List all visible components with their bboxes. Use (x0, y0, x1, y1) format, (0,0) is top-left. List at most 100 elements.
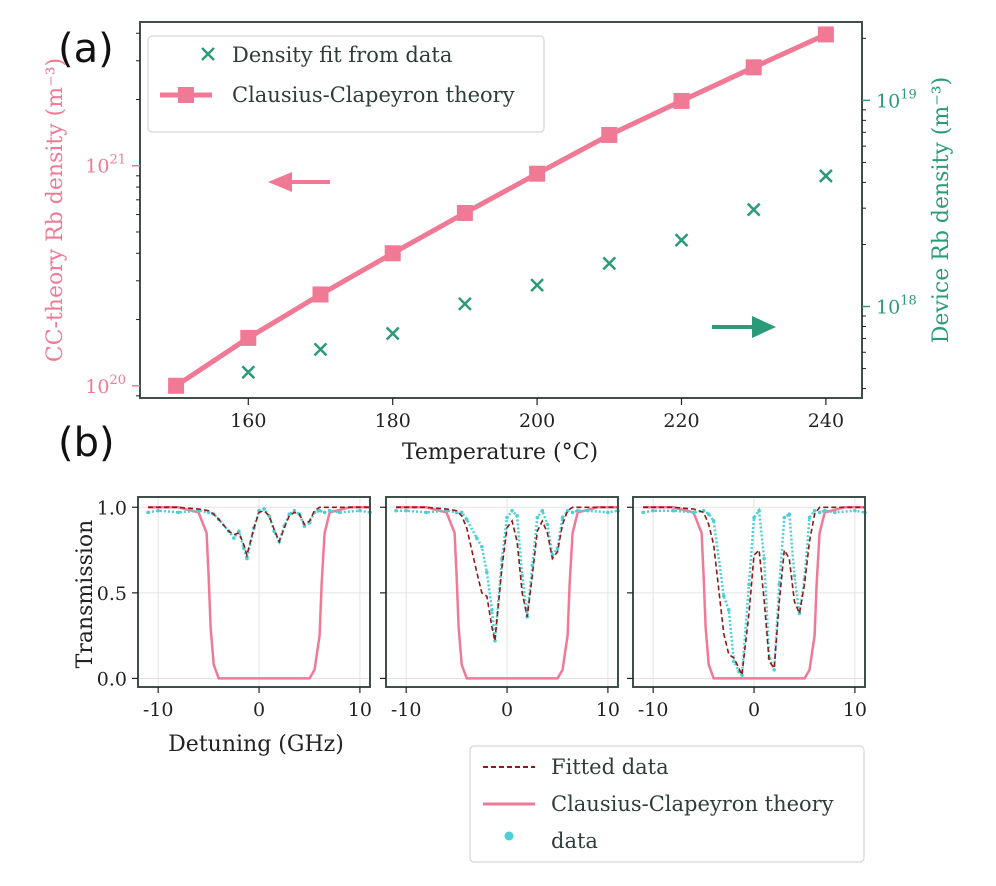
theory-marker (168, 377, 185, 394)
data-point (727, 608, 731, 612)
legend-b: Fitted data Clausius-Clapeyron theory da… (469, 745, 865, 863)
data-point (782, 515, 787, 520)
legend-a: Density fit from data Clausius-Clapeyron… (147, 35, 545, 133)
legend-label-theory: Clausius-Clapeyron theory (232, 83, 515, 107)
data-point (540, 508, 545, 513)
x-tick-label-b: -10 (143, 699, 174, 721)
theory-marker (529, 165, 546, 182)
data-point (454, 510, 459, 515)
x-tick-label-b: -10 (638, 699, 669, 721)
data-point (245, 556, 249, 561)
data-point (853, 508, 857, 513)
data-point (232, 536, 236, 540)
x-tick-label-b: 10 (843, 699, 867, 721)
x-tick-label-b: 0 (253, 699, 265, 721)
theory-marker (312, 286, 329, 303)
fit-marker-stroke (602, 256, 617, 271)
fit-marker (313, 342, 328, 357)
data-point (757, 508, 761, 513)
chart-panel-b: -10 0 10 0.0 0.5 1.0 -10 0 10 -10 0 10 Transmission… (73, 496, 867, 863)
data-point (721, 594, 726, 599)
theory-curve (396, 506, 618, 680)
subplots-b: -10 0 10 0.0 0.5 1.0 -10 0 10 -10 0 10 (97, 496, 867, 721)
data-point (747, 582, 751, 587)
data-point (146, 510, 150, 515)
y-tick-label-b: 0.5 (97, 583, 127, 605)
x-tick-label-a: 160 (230, 410, 266, 432)
fit-marker (241, 365, 256, 380)
theory-marker (601, 126, 618, 143)
panel-label-b: (b) (58, 420, 115, 466)
x-tick-label-b: 0 (748, 699, 760, 721)
legend-label-fit: Density fit from data (232, 43, 452, 67)
x-tick-label-a: 220 (663, 410, 699, 432)
plot-frame-a (139, 21, 863, 399)
theory-marker (817, 26, 834, 43)
right-axis-label: Device Rb density (m⁻³) (929, 77, 954, 343)
data-point (424, 510, 429, 515)
legend-marker-fit-icon (201, 47, 215, 61)
data-point (317, 508, 322, 513)
y-tick-label-b: 0.0 (97, 668, 127, 690)
legend-marker-theory-icon (160, 87, 212, 103)
data-point (606, 510, 610, 515)
data-point (762, 556, 766, 561)
data-point (732, 659, 736, 664)
theory-marker (240, 329, 257, 346)
data-point (671, 508, 676, 513)
fit-marker-stroke (313, 342, 328, 357)
data-point (394, 508, 398, 513)
data-point (292, 508, 297, 513)
data-point (515, 514, 519, 518)
legend-label-cc: Clausius-Clapeyron theory (551, 792, 834, 816)
data-point (505, 515, 509, 520)
data-point (493, 638, 497, 643)
fit-marker-stroke (819, 169, 833, 183)
data-point (787, 512, 792, 516)
data-point (474, 536, 479, 540)
subplot-3: -10 0 10 (627, 496, 867, 721)
fit-marker-stroke (674, 233, 689, 247)
axis-ticks-a: 160 180 200 220 240 1020 1021 1018 1019 (85, 32, 917, 432)
fit-marker-stroke (241, 365, 256, 380)
x-tick-label-a: 240 (808, 410, 844, 432)
data-point (822, 508, 827, 513)
data-point (545, 522, 550, 527)
data-point (176, 510, 181, 515)
series-layer-a (168, 26, 834, 394)
fitted-curve (396, 506, 618, 641)
legend-box-b (469, 745, 865, 863)
x-tick-label-a: 200 (519, 410, 555, 432)
data-point (812, 508, 817, 513)
x-tick-label-b: -10 (391, 699, 422, 721)
fit-marker (458, 297, 472, 311)
left-axis-label: CC-theory Rb density (m⁻³) (43, 58, 68, 362)
left-tick-label: 1021 (85, 153, 126, 178)
data-point (807, 515, 812, 520)
fit-marker (602, 256, 617, 271)
data-point (570, 510, 575, 515)
data-point (752, 515, 756, 520)
data-point (485, 570, 489, 575)
data-point (560, 515, 565, 520)
data-point (706, 512, 711, 516)
fitted-curve (643, 506, 865, 679)
data-point (358, 508, 362, 513)
y-tick-label-b: 1.0 (97, 497, 127, 519)
x-tick-label-b: 10 (348, 699, 372, 721)
theory-curve (643, 506, 865, 680)
x-tick-label-b: 0 (501, 699, 513, 721)
theory-curve (148, 506, 370, 680)
left-tick-label: 1020 (85, 373, 126, 398)
fit-marker-stroke (746, 202, 761, 217)
legend-label-fitted: Fitted data (551, 755, 669, 779)
data-point (740, 673, 744, 677)
data-point (480, 544, 484, 549)
data-point (490, 608, 494, 612)
data-point (530, 563, 535, 568)
data-point (327, 508, 332, 513)
subplot-1: -10 0 10 0.0 0.5 1.0 (97, 496, 372, 721)
data-point (641, 510, 645, 515)
data-point (206, 510, 211, 515)
